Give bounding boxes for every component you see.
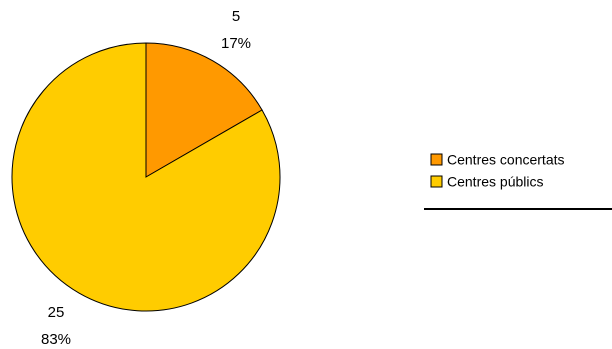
data-label-percent-centres-concertats: 17% [221,35,251,52]
legend: Centres concertats Centres públics [424,152,612,210]
legend-label-centres-publics: Centres públics [447,174,544,190]
pie-slice-centres-publics [11,42,281,312]
pie-slices [11,42,281,312]
legend-swatch-centres-publics [430,175,443,188]
pie-slice-centres-concertats [145,42,263,178]
data-label-percent-centres-publics: 83% [41,331,71,348]
data-label-value-centres-concertats: 5 [232,8,240,25]
data-label-value-centres-publics: 25 [48,304,65,321]
legend-swatch-centres-concertats [430,153,443,166]
slice-labels: 5 17% 25 83% [41,8,251,348]
legend-label-centres-concertats: Centres concertats [447,152,565,168]
